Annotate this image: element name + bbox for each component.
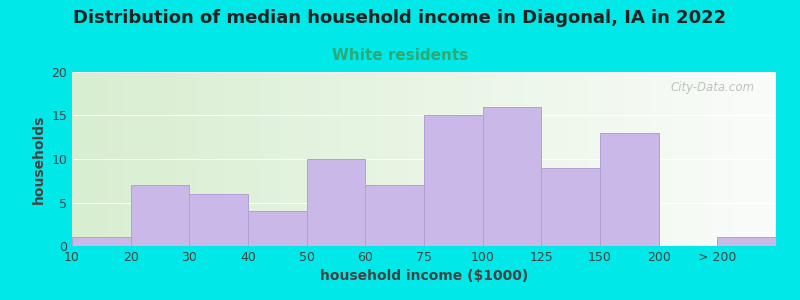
Bar — [600, 133, 658, 246]
Text: Distribution of median household income in Diagonal, IA in 2022: Distribution of median household income … — [74, 9, 726, 27]
Bar — [718, 237, 776, 246]
Bar — [542, 168, 600, 246]
Bar — [482, 107, 542, 246]
X-axis label: household income ($1000): household income ($1000) — [320, 269, 528, 284]
Bar — [366, 185, 424, 246]
Bar — [306, 159, 366, 246]
Text: White residents: White residents — [332, 48, 468, 63]
Y-axis label: households: households — [32, 114, 46, 204]
Bar — [424, 116, 482, 246]
Bar — [248, 211, 306, 246]
Bar — [72, 237, 130, 246]
Bar — [190, 194, 248, 246]
Bar — [130, 185, 190, 246]
Text: City-Data.com: City-Data.com — [670, 81, 755, 94]
